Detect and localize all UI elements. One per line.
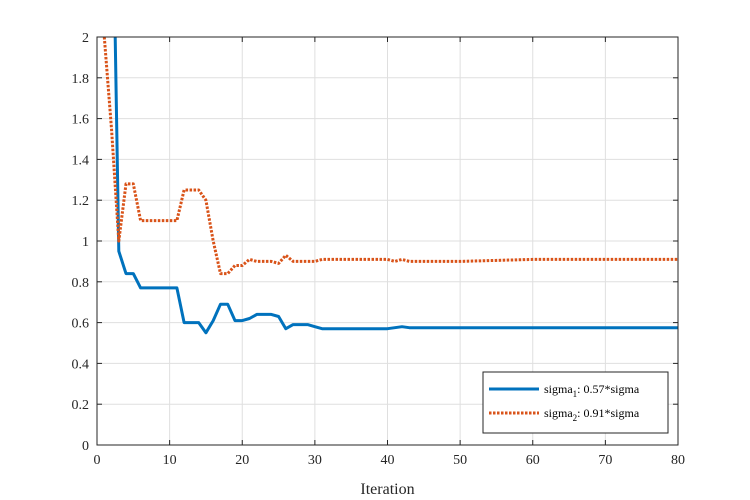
y-tick-label: 0 xyxy=(82,439,89,454)
x-tick-label: 80 xyxy=(671,453,685,468)
legend-box xyxy=(482,371,669,434)
y-tick-label: 2 xyxy=(82,31,89,46)
legend-label-1: sigma1: 0.57*sigma xyxy=(544,382,640,399)
x-tick-label: 50 xyxy=(453,453,467,468)
x-tick-label: 40 xyxy=(381,453,395,468)
x-tick-label: 10 xyxy=(163,453,177,468)
x-tick-label: 60 xyxy=(526,453,540,468)
y-tick-label: 0.2 xyxy=(72,398,90,413)
x-tick-label: 70 xyxy=(598,453,612,468)
y-tick-label: 1.8 xyxy=(72,72,90,87)
x-tick-label: 20 xyxy=(235,453,249,468)
y-tick-label: 1.6 xyxy=(72,113,90,128)
series-line-1 xyxy=(113,37,678,335)
y-tick-label: 0.4 xyxy=(72,357,90,372)
y-tick-label: 0.6 xyxy=(72,317,90,332)
x-tick-label: 0 xyxy=(94,453,101,468)
series-layer xyxy=(102,37,678,335)
legend: sigma1: 0.57*sigma sigma2: 0.91*sigma xyxy=(482,371,669,434)
ticks: 0 10 20 30 40 50 60 70 80 0 0.2 0.4 0.6 0.8 1 1.2 1.4 1.6… xyxy=(72,31,686,468)
legend-label-2: sigma2: 0.91*sigma xyxy=(544,406,640,423)
x-tick-label: 30 xyxy=(308,453,322,468)
y-tick-label: 1 xyxy=(82,235,89,250)
series-line-2 xyxy=(102,37,678,276)
x-axis-title: Iteration xyxy=(360,481,414,498)
y-tick-label: 1.2 xyxy=(72,194,90,209)
y-tick-label: 1.4 xyxy=(72,153,90,168)
y-tick-label: 0.8 xyxy=(72,276,90,291)
